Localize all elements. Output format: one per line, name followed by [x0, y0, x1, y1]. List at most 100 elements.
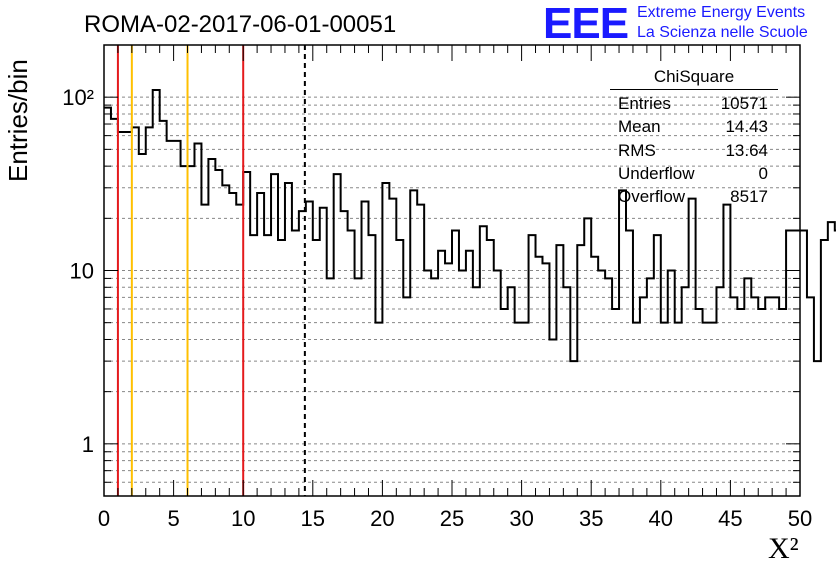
x-tick-label: 40	[649, 506, 673, 531]
histogram-bin	[716, 287, 723, 496]
histogram-bin	[160, 121, 167, 496]
histogram-bin	[515, 323, 522, 496]
histogram-bin	[118, 132, 125, 496]
histogram-bars	[104, 89, 836, 497]
histogram-bin	[584, 218, 591, 496]
histogram-bin	[445, 263, 452, 496]
histogram-bin	[466, 251, 473, 496]
histogram-bin	[522, 323, 529, 496]
histogram-bin	[556, 245, 563, 496]
stat-row: Mean 14.43	[610, 115, 778, 138]
histogram-bin	[146, 127, 153, 496]
histogram-bin	[772, 297, 779, 496]
stat-box: ChiSquare Entries 10571 Mean 14.43 RMS 13.6…	[610, 66, 778, 208]
histogram-bin	[201, 205, 208, 496]
histogram-bin	[215, 170, 222, 496]
histogram-bin	[111, 119, 118, 496]
histogram-bin	[501, 309, 508, 496]
stat-label: Mean	[618, 117, 661, 137]
histogram-bin	[368, 235, 375, 496]
histogram-bin	[278, 240, 285, 496]
histogram-bin	[765, 297, 772, 496]
histogram-bin	[174, 141, 181, 496]
x-tick-label: 10	[231, 506, 255, 531]
stat-value: 8517	[730, 187, 768, 207]
histogram-outline	[104, 89, 836, 363]
histogram-bin	[243, 172, 250, 496]
stat-label: Entries	[618, 94, 671, 113]
histogram-bin	[167, 141, 174, 496]
histogram-bin	[271, 174, 278, 496]
histogram-bin	[208, 159, 215, 496]
histogram-bin	[250, 235, 257, 496]
histogram-bin	[682, 287, 689, 496]
histogram-bin	[139, 154, 146, 496]
stat-value: 0	[758, 163, 768, 183]
histogram-bin	[751, 297, 758, 496]
histogram-bin	[612, 309, 619, 496]
histogram-bin	[389, 199, 396, 496]
histogram-bin	[549, 339, 556, 496]
histogram-bin	[194, 144, 201, 496]
histogram-bin	[285, 183, 292, 496]
histogram-bin	[800, 231, 807, 496]
histogram-bin	[153, 90, 160, 496]
histogram-bin	[236, 205, 243, 496]
x-tick-label: 20	[370, 506, 394, 531]
histogram-bin	[626, 231, 633, 496]
x-axis-label: X²	[768, 532, 799, 565]
histogram-bin	[737, 309, 744, 496]
x-tick-label: 35	[579, 506, 603, 531]
y-tick-label: 1	[82, 432, 94, 457]
x-tick-label: 5	[167, 506, 179, 531]
histogram-bin	[758, 309, 765, 496]
histogram-bin	[696, 309, 703, 496]
histogram-bin	[257, 193, 264, 496]
org-name: Extreme Energy Events	[637, 4, 806, 21]
histogram-bin	[710, 323, 717, 496]
histogram-bin	[334, 174, 341, 496]
x-tick-label: 15	[301, 506, 325, 531]
histogram-bin	[410, 190, 417, 496]
histogram-bin	[508, 287, 515, 496]
stat-row: Overflow 8517	[610, 185, 778, 208]
histogram-bin	[619, 190, 626, 496]
stat-box-title: ChiSquare	[610, 66, 778, 90]
histogram-bin	[459, 271, 466, 497]
histogram-bin	[125, 132, 132, 496]
histogram-bin	[661, 323, 668, 496]
histogram-bin	[320, 208, 327, 496]
stat-label: Underflow	[618, 163, 695, 183]
y-tick-label: 10²	[62, 85, 94, 110]
x-tick-label: 50	[788, 506, 812, 531]
histogram-bin	[542, 263, 549, 496]
org-subtitle: La Scienza nelle Scuole	[637, 24, 808, 41]
histogram-bin	[306, 202, 313, 496]
histogram-bin	[807, 297, 814, 496]
x-tick-label: 30	[509, 506, 533, 531]
histogram-bin	[633, 323, 640, 496]
histogram-bin	[327, 278, 334, 496]
x-tick-label: 25	[440, 506, 464, 531]
axis-ticks: 0 5 10 15 20 25 30 35 40 45 50 1 10 10²	[62, 44, 812, 531]
histogram-bin	[403, 297, 410, 496]
histogram-bin	[313, 240, 320, 496]
histogram-bin	[640, 297, 647, 496]
histogram-bin	[375, 323, 382, 496]
histogram-bin	[529, 235, 536, 496]
stat-label: RMS	[618, 140, 656, 160]
histogram-bin	[181, 166, 188, 496]
stat-label: Overflow	[618, 187, 686, 207]
stat-row: Underflow 0	[610, 162, 778, 185]
histogram-bin	[417, 205, 424, 496]
histogram-bin	[675, 323, 682, 496]
histogram-bin	[362, 202, 369, 496]
histogram-bin	[723, 205, 730, 496]
histogram-bin	[480, 226, 487, 496]
histogram-bin	[452, 231, 459, 496]
histogram-bin	[654, 235, 661, 496]
stat-value: 14.43	[725, 117, 768, 137]
histogram-bin	[292, 231, 299, 496]
x-tick-label: 0	[98, 506, 110, 531]
